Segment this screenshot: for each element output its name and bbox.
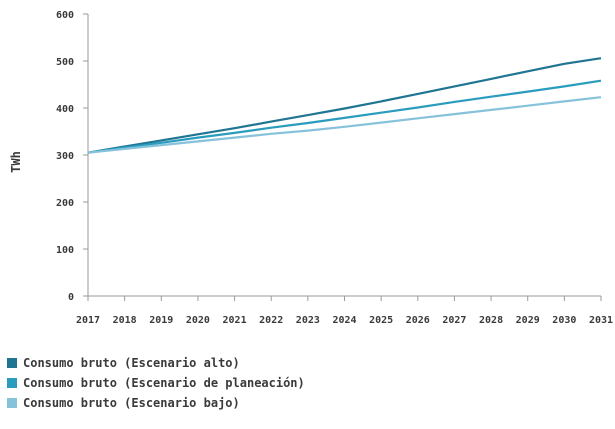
axes xyxy=(87,14,601,297)
y-tick-label: 300 xyxy=(56,151,74,162)
series-line-alto xyxy=(87,57,602,154)
x-tick-label: 2031 xyxy=(589,315,613,326)
x-tick-label: 2023 xyxy=(296,315,320,326)
x-tick-label: 2030 xyxy=(552,315,576,326)
x-tick-label: 2027 xyxy=(442,315,466,326)
legend-label-alto: Consumo bruto (Escenario alto) xyxy=(23,356,240,370)
x-ticks: 2017 2018 2019 2020 2021 2022 2023 2024 2025 2026… xyxy=(76,296,613,326)
x-tick-label: 2019 xyxy=(149,315,173,326)
y-axis-label: TWh xyxy=(9,151,23,173)
legend: Consumo bruto (Escenario alto) Consumo b… xyxy=(7,353,305,413)
x-tick-label: 2024 xyxy=(332,315,356,326)
y-tick-label: 600 xyxy=(56,10,74,21)
x-tick-label: 2017 xyxy=(76,315,100,326)
y-tick-label: 500 xyxy=(56,57,74,68)
x-tick-label: 2020 xyxy=(186,315,210,326)
legend-swatch-alto xyxy=(7,358,17,368)
y-tick-label: 0 xyxy=(68,292,74,303)
x-tick-label: 2021 xyxy=(223,315,247,326)
y-tick-label: 400 xyxy=(56,104,74,115)
series-lines xyxy=(87,57,602,154)
legend-swatch-bajo xyxy=(7,398,17,408)
legend-item-alto: Consumo bruto (Escenario alto) xyxy=(7,353,305,373)
legend-swatch-planeacion xyxy=(7,378,17,388)
x-tick-label: 2022 xyxy=(259,315,283,326)
legend-item-bajo: Consumo bruto (Escenario bajo) xyxy=(7,393,305,413)
legend-label-bajo: Consumo bruto (Escenario bajo) xyxy=(23,396,240,410)
x-tick-label: 2018 xyxy=(113,315,137,326)
y-tick-label: 200 xyxy=(56,198,74,209)
series-line-bajo xyxy=(87,96,602,154)
series-line-planeacion xyxy=(87,79,602,154)
legend-label-planeacion: Consumo bruto (Escenario de planeación) xyxy=(23,376,305,390)
x-tick-label: 2025 xyxy=(369,315,393,326)
y-tick-label: 100 xyxy=(56,245,74,256)
legend-item-planeacion: Consumo bruto (Escenario de planeación) xyxy=(7,373,305,393)
y-ticks: 0 100 200 300 400 500 600 xyxy=(56,10,88,303)
x-tick-label: 2028 xyxy=(479,315,503,326)
x-tick-label: 2029 xyxy=(516,315,540,326)
x-tick-label: 2026 xyxy=(406,315,430,326)
